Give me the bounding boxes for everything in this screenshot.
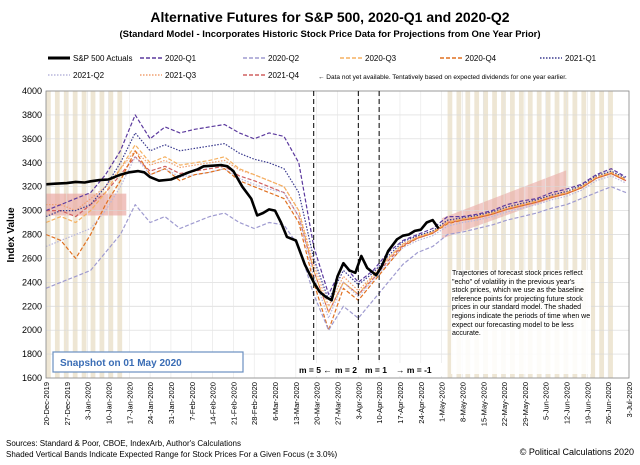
x-tick-label: 28-Feb-2020 [250,382,259,425]
y-tick-label: 2600 [22,253,42,263]
snapshot-label: Snapshot on 01 May 2020 [60,358,182,369]
x-tick-label: 1-May-2020 [438,382,447,422]
series-line-s-p-500-actuals [45,163,440,302]
x-tick-label: 8-May-2020 [458,382,467,422]
m-label-2: m = 2 [335,365,357,375]
y-tick-label: 2400 [22,277,42,287]
x-tick-label: 20-Mar-2020 [313,382,322,425]
x-tick-label: 12-Jun-2020 [563,382,572,424]
x-tick-label: 6-Mar-2020 [271,382,280,421]
x-tick-label: 22-May-2020 [500,382,509,426]
x-tick-label: 29-May-2020 [521,382,530,426]
note-text: Trajectories of forecast stock prices re… [452,270,591,338]
x-tick-label: 24-Apr-2020 [417,382,426,424]
x-tick-label: 5-Jun-2020 [542,382,551,420]
m-label-1: m = 1 [365,365,387,375]
x-tick-label: 10-Jan-2020 [104,382,113,424]
x-tick-label: 17-Apr-2020 [396,382,405,424]
x-tick-label: 27-Dec-2019 [63,382,72,425]
legend-label: 2020-Q3 [365,54,397,63]
x-tick-label: 14-Feb-2020 [209,382,218,425]
m-label-neg1: → m = -1 [396,365,432,375]
plot-frame [45,90,630,379]
x-tick-label: 3-Jan-2020 [84,382,93,420]
legend-label: 2020-Q4 [465,54,497,63]
y-tick-label: 2000 [22,325,42,335]
x-tick-label: 3-Jul-2020 [625,382,634,417]
y-tick-label: 3600 [22,134,42,144]
series-line-2020-q3 [45,144,627,313]
footer-bands: Shaded Vertical Bands Indicate Expected … [6,450,338,459]
y-tick-label: 2200 [22,301,42,311]
series-line-2020-q4 [45,150,627,331]
m-label-5: m = 5 ← [299,365,332,375]
legend-note: ← Data not yet available. Tentatively ba… [318,74,567,81]
x-tick-label: 31-Jan-2020 [167,382,176,424]
x-tick-label: 24-Jan-2020 [146,382,155,424]
legend-label: 2021-Q3 [165,71,197,80]
x-tick-label: 13-Mar-2020 [292,382,301,425]
m-labels: m = 5 ← m = 2 m = 1 → m = -1 [298,363,442,376]
y-tick-label: 4000 [22,86,42,96]
y-tick-label: 3800 [22,110,42,120]
legend-label: S&P 500 Actuals [73,54,132,63]
chart-title: Alternative Futures for S&P 500, 2020-Q1… [150,9,509,25]
series-line-2020-q2 [45,186,627,331]
legend-label: 2021-Q1 [565,54,597,63]
x-tick-label: 19-Jun-2020 [583,382,592,424]
axes: 1600 1800 2000 2200 2400 2600 2800 3000 3200 3400… [22,86,634,426]
y-axis-label: Index Value [6,207,17,262]
y-tick-label: 1600 [22,373,42,383]
series-lines [45,114,627,331]
x-tick-label: 10-Apr-2020 [375,382,384,424]
x-tick-label: 15-May-2020 [479,382,488,426]
x-tick-label: 7-Feb-2020 [188,382,197,421]
legend: S&P 500 Actuals 2020-Q1 2020-Q2 2020-Q3 2020… [48,54,597,80]
y-tick-label: 3200 [22,182,42,192]
y-tick-label: 2800 [22,230,42,240]
y-tick-label: 1800 [22,349,42,359]
x-tick-label: 20-Dec-2019 [42,382,51,425]
footer-credit: © Political Calculations 2020 [520,447,634,457]
legend-label: 2020-Q1 [165,54,197,63]
snapshot-box: Snapshot on 01 May 2020 [52,351,244,373]
series-line-2021-q2 [45,156,627,319]
y-tick-label: 3000 [22,206,42,216]
legend-label: 2021-Q4 [268,71,300,80]
note-box: Trajectories of forecast stock prices re… [451,270,591,374]
x-tick-label: 26-Jun-2020 [604,382,613,424]
x-tick-label: 17-Jan-2020 [125,382,134,424]
y-tick-label: 3400 [22,158,42,168]
footer-sources: Sources: Standard & Poor, CBOE, IndexArb… [6,439,241,448]
legend-label: 2021-Q2 [73,71,105,80]
chart-subtitle: (Standard Model - Incorporates Historic … [119,29,540,40]
legend-label: 2020-Q2 [268,54,300,63]
x-tick-label: 21-Feb-2020 [229,382,238,425]
x-tick-label: 3-Apr-2020 [354,382,363,420]
x-tick-label: 27-Mar-2020 [334,382,343,425]
